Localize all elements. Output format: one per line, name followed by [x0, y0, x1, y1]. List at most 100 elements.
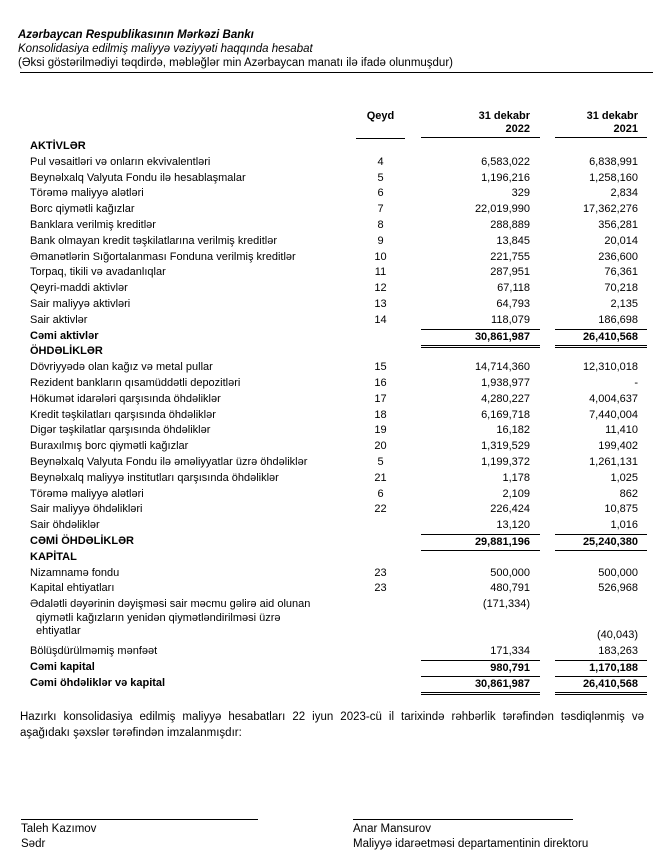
table-row: Beynəlxalq Valyuta Fondu ilə əməliyyatla… [0, 455, 663, 471]
value-2021: 186,698 [598, 313, 638, 326]
row-label: Nizamnamə fondu [30, 566, 120, 579]
value-2022: (171,334) [482, 598, 530, 611]
value-2022: 1,178 [502, 471, 530, 484]
value-2022: 171,334 [490, 645, 530, 658]
section-heading-row: AKTİVLƏR [0, 139, 663, 155]
table-row: Banklara verilmiş kreditlər 8 288,889 356,2… [0, 218, 663, 234]
row-label: Cəmi aktivlər [30, 329, 99, 342]
row-label: Rezident bankların qısamüddətli depozitl… [30, 376, 241, 389]
row-label: Əmanətlərin Sığortalanması Fonduna veril… [30, 250, 296, 263]
table-row: Pul vəsaitləri və onların ekvivalentləri… [0, 155, 663, 171]
table-row: Nizamnamə fondu 23 500,000 500,000 [0, 566, 663, 582]
row-label: Sair maliyyə aktivləri [30, 297, 131, 310]
value-2021: 26,410,568 [555, 675, 647, 695]
value-2021: - [634, 376, 638, 389]
note-ref: 21 [374, 471, 387, 484]
row-label-line: Ədalətli dəyərinin dəyişməsi sair məcmu … [30, 598, 311, 611]
table-row: Kredit təşkilatları qarşısında öhdəliklə… [0, 408, 663, 424]
section-heading-row: ÖHDƏLİKLƏR [0, 344, 663, 360]
value-2021: 12,310,018 [582, 361, 638, 374]
row-label: Borc qiymətli kağızlar [30, 203, 135, 216]
note-ref: 8 [377, 218, 384, 231]
row-label: Torpaq, tikili və avadanlıqlar [30, 266, 166, 279]
table-row: Sair maliyyə aktivləri 13 64,793 2,135 [0, 297, 663, 313]
note-ref: 4 [377, 155, 384, 168]
note-ref: 17 [374, 392, 387, 405]
value-2021: 862 [619, 487, 638, 500]
value-2021: 1,261,131 [589, 455, 638, 468]
row-label-line: ehtiyatlar [36, 625, 81, 638]
value-2021: 26,410,568 [555, 328, 647, 348]
table-row: Sair öhdəliklər 13,120 1,016 [0, 518, 663, 534]
row-label: Kredit təşkilatları qarşısında öhdəliklə… [30, 408, 216, 421]
value-2022: 1,938,977 [481, 376, 530, 389]
section-heading-row: KAPİTAL [0, 550, 663, 566]
table-row: Torpaq, tikili və avadanlıqlar 11 287,951 7… [0, 265, 663, 281]
value-2022: 4,280,227 [481, 392, 530, 405]
table-row: Törəmə maliyyə alətləri 6 329 2,834 [0, 186, 663, 202]
note-ref: 16 [374, 376, 387, 389]
approval-statement: Hazırkı konsolidasiya edilmiş maliyyə he… [20, 711, 644, 739]
signatory-title: Maliyyə idarəetməsi departamentinin dire… [353, 838, 589, 850]
value-2022: 980,791 [421, 659, 540, 676]
value-2022: 14,714,360 [474, 361, 530, 374]
row-label: CƏMİ ÖHDƏLİKLƏR [30, 534, 135, 547]
table-row: Kapital ehtiyatları 23 480,791 526,968 [0, 581, 663, 597]
value-2021: 236,600 [598, 250, 638, 263]
table-row: Törəmə maliyyə alətləri 6 2,109 862 [0, 487, 663, 503]
value-2021: 10,875 [604, 503, 638, 516]
note-ref: 20 [374, 440, 387, 453]
note-ref: 23 [374, 566, 387, 579]
value-2021: 2,834 [610, 187, 638, 200]
row-label: Cəmi kapital [30, 660, 95, 673]
note-ref: 6 [377, 187, 384, 200]
row-label: ÖHDƏLİKLƏR [30, 345, 103, 358]
value-2021: 500,000 [598, 566, 638, 579]
value-2021: 2,135 [610, 297, 638, 310]
note-ref: 19 [374, 424, 387, 437]
value-2021: 7,440,004 [589, 408, 638, 421]
row-label: Bank olmayan kredit təşkilatlarına veril… [30, 234, 277, 247]
note-ref: 11 [374, 266, 387, 279]
value-2022: 30,861,987 [421, 328, 540, 348]
table-row: Dövriyyədə olan kağız və metal pullar 15 1… [0, 360, 663, 376]
row-label: Bölüşdürülməmiş mənfəət [30, 645, 158, 658]
note-ref: 23 [374, 582, 387, 595]
value-2022: 288,889 [490, 218, 530, 231]
value-2022: 226,424 [490, 503, 530, 516]
value-2021: 183,263 [598, 645, 638, 658]
column-header-2021-line1: 31 dekabr [586, 110, 638, 122]
value-2022: 118,079 [491, 313, 530, 326]
table-row: Beynəlxalq maliyyə institutları qarşısın… [0, 471, 663, 487]
value-2022: 6,169,718 [481, 408, 530, 421]
value-2022: 329 [511, 187, 530, 200]
table-row: Hökumət idarələri qarşısında öhdəliklər 1… [0, 392, 663, 408]
total-row: CƏMİ ÖHDƏLİKLƏR 29,881,196 25,240,380 [0, 533, 663, 551]
note-ref: 12 [374, 282, 387, 295]
note-ref: 7 [377, 203, 384, 216]
table-row: Bank olmayan kredit təşkilatlarına veril… [0, 234, 663, 250]
column-header-note: Qeyd [356, 110, 405, 139]
value-2021: 17,362,276 [582, 203, 638, 216]
value-2022: 29,881,196 [421, 533, 540, 551]
column-header-2021: 31 dekabr 2021 [555, 110, 647, 138]
note-ref: 14 [374, 313, 387, 326]
balance-sheet-table: AKTİVLƏR Pul vəsaitləri və onların ekviva… [0, 139, 663, 695]
note-ref: 13 [374, 297, 387, 310]
row-label: Buraxılmış borc qiymətli kağızlar [30, 440, 189, 453]
note-ref: 10 [374, 250, 387, 263]
row-label: Qeyri-maddi aktivlər [30, 282, 128, 295]
row-label: Beynəlxalq maliyyə institutları qarşısın… [30, 471, 279, 484]
row-label: Törəmə maliyyə alətləri [30, 487, 144, 500]
table-row: Sair aktivlər 14 118,079 186,698 [0, 313, 663, 329]
row-label: Pul vəsaitləri və onların ekvivalentləri [30, 155, 211, 168]
signatory-title: Sədr [21, 838, 46, 850]
table-row: Digər təşkilatlar qarşısında öhdəliklər 1… [0, 423, 663, 439]
table-row: Buraxılmış borc qiymətli kağızlar 20 1,319… [0, 439, 663, 455]
value-2021: (40,043) [597, 629, 638, 642]
value-2021: 20,014 [604, 234, 638, 247]
note-ref: 9 [377, 234, 384, 247]
table-row: Bölüşdürülməmiş mənfəət 171,334 183,263 [0, 644, 663, 660]
note-ref: 15 [374, 361, 387, 374]
signature-line [353, 819, 573, 820]
